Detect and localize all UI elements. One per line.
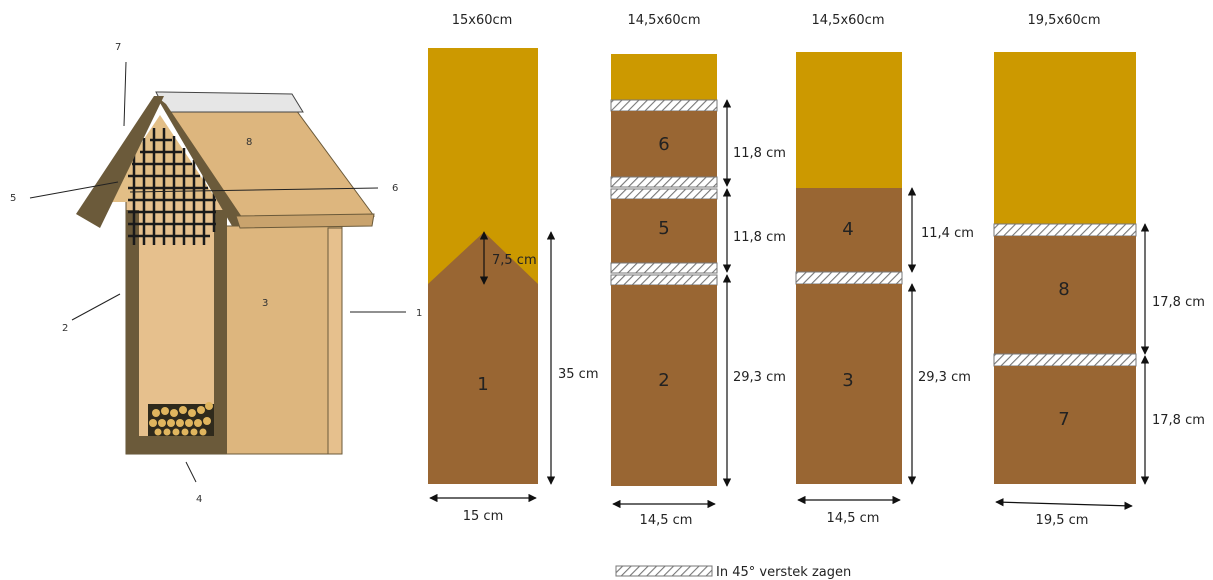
house-right-wall (221, 225, 343, 455)
roof-left-board (76, 96, 164, 228)
house-front-post-left (126, 210, 139, 454)
piece-area (796, 284, 902, 484)
mesh-grid (128, 128, 216, 245)
plank-title: 15x60cm (452, 13, 513, 28)
dimension-label: 7,5 cm (492, 253, 537, 268)
legend-hatch-swatch (615, 565, 713, 577)
roof-right-board (156, 96, 248, 226)
cut-line (610, 176, 718, 188)
piece-area (796, 188, 902, 272)
legend: In 45° verstek zagen (615, 565, 851, 580)
piece-label: 7 (1058, 409, 1069, 430)
plank-1: 15x60cm 1 7,5 cm 35 cm 15 cm (428, 13, 599, 524)
part-label-4: 4 (196, 494, 202, 505)
plank-4: 19,5x60cm 8 7 17,8 cm 17,8 cm 19,5 cm (993, 13, 1205, 528)
piece-label: 8 (1058, 279, 1069, 300)
roof-eave (235, 213, 375, 229)
dimension-label: 11,8 cm (733, 230, 786, 245)
plank-title: 19,5x60cm (1028, 13, 1101, 28)
piece-label: 4 (842, 219, 853, 240)
piece-label: 6 (658, 134, 669, 155)
piece-label: 3 (842, 370, 853, 391)
dimension-label: 17,8 cm (1152, 295, 1205, 310)
piece-area (611, 285, 717, 486)
cut-line (610, 99, 718, 112)
plank-title: 14,5x60cm (628, 13, 701, 28)
part-label-1: 1 (416, 308, 422, 319)
dimension-label: 11,4 cm (921, 226, 974, 241)
part-label-7: 7 (115, 42, 121, 53)
cut-line (993, 223, 1137, 237)
part-label-6: 6 (392, 183, 398, 194)
house-side-post (327, 227, 343, 455)
part-label-8: 8 (246, 137, 252, 148)
width-label: 14,5 cm (640, 513, 693, 528)
dimension-label: 29,3 cm (733, 370, 786, 385)
width-label: 14,5 cm (827, 511, 880, 526)
dimension-label: 11,8 cm (733, 146, 786, 161)
house-base (126, 436, 226, 454)
cut-line (610, 188, 718, 200)
cut-line (993, 353, 1137, 367)
gable (102, 115, 218, 202)
waste-area (796, 52, 902, 188)
plank-title: 14,5x60cm (812, 13, 885, 28)
house-front-post-right (214, 210, 227, 454)
piece-area (611, 111, 717, 177)
width-label: 19,5 cm (1036, 513, 1089, 528)
log-pile (148, 402, 214, 436)
waste-area (994, 52, 1136, 224)
piece-label: 1 (477, 374, 488, 395)
dimension-label: 17,8 cm (1152, 413, 1205, 428)
piece-area (994, 236, 1136, 354)
waste-area (611, 54, 717, 100)
cut-line (610, 274, 718, 286)
plank-3: 14,5x60cm 4 3 11,4 cm 29,3 cm 14,5 cm (795, 13, 974, 526)
part-label-5: 5 (10, 193, 16, 204)
cut-line (795, 271, 903, 285)
roof-cap (155, 91, 304, 113)
piece-area (994, 366, 1136, 484)
part-label-3: 3 (262, 298, 268, 309)
part-label-2: 2 (62, 323, 68, 334)
legend-text: In 45° verstek zagen (716, 565, 851, 580)
piece-area (611, 199, 717, 263)
piece-label: 2 (658, 370, 669, 391)
birdhouse-illustration: 7 8 5 6 2 3 1 4 (10, 42, 422, 505)
width-label: 15 cm (463, 509, 504, 524)
piece-area (428, 232, 538, 484)
piece-label: 5 (658, 218, 669, 239)
cut-line (610, 262, 718, 274)
dimension-label: 29,3 cm (918, 370, 971, 385)
dimension-label: 35 cm (558, 367, 599, 382)
width-arrow (995, 498, 1133, 510)
plank-2: 14,5x60cm 6 5 2 11,8 cm 11,8 cm 29,3 cm … (610, 13, 786, 528)
